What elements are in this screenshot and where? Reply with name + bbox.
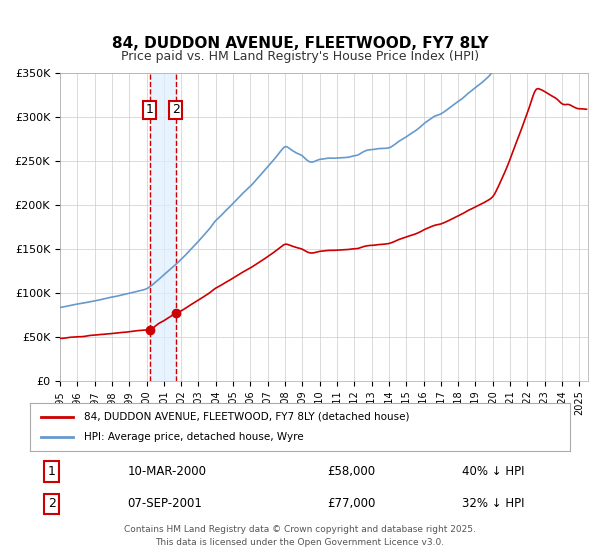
Text: 2: 2 <box>172 103 179 116</box>
Text: Contains HM Land Registry data © Crown copyright and database right 2025.
This d: Contains HM Land Registry data © Crown c… <box>124 525 476 547</box>
Text: 07-SEP-2001: 07-SEP-2001 <box>127 497 202 510</box>
Text: 32% ↓ HPI: 32% ↓ HPI <box>462 497 524 510</box>
Text: Price paid vs. HM Land Registry's House Price Index (HPI): Price paid vs. HM Land Registry's House … <box>121 50 479 63</box>
Text: 1: 1 <box>146 103 154 116</box>
Text: 2: 2 <box>47 497 56 510</box>
Text: HPI: Average price, detached house, Wyre: HPI: Average price, detached house, Wyre <box>84 432 304 442</box>
Text: 10-MAR-2000: 10-MAR-2000 <box>127 465 206 478</box>
Text: 84, DUDDON AVENUE, FLEETWOOD, FY7 8LY (detached house): 84, DUDDON AVENUE, FLEETWOOD, FY7 8LY (d… <box>84 412 409 422</box>
Text: 40% ↓ HPI: 40% ↓ HPI <box>462 465 524 478</box>
Text: 84, DUDDON AVENUE, FLEETWOOD, FY7 8LY: 84, DUDDON AVENUE, FLEETWOOD, FY7 8LY <box>112 36 488 52</box>
Text: £77,000: £77,000 <box>327 497 376 510</box>
Text: £58,000: £58,000 <box>327 465 375 478</box>
Bar <box>150 73 176 381</box>
Text: 1: 1 <box>47 465 56 478</box>
